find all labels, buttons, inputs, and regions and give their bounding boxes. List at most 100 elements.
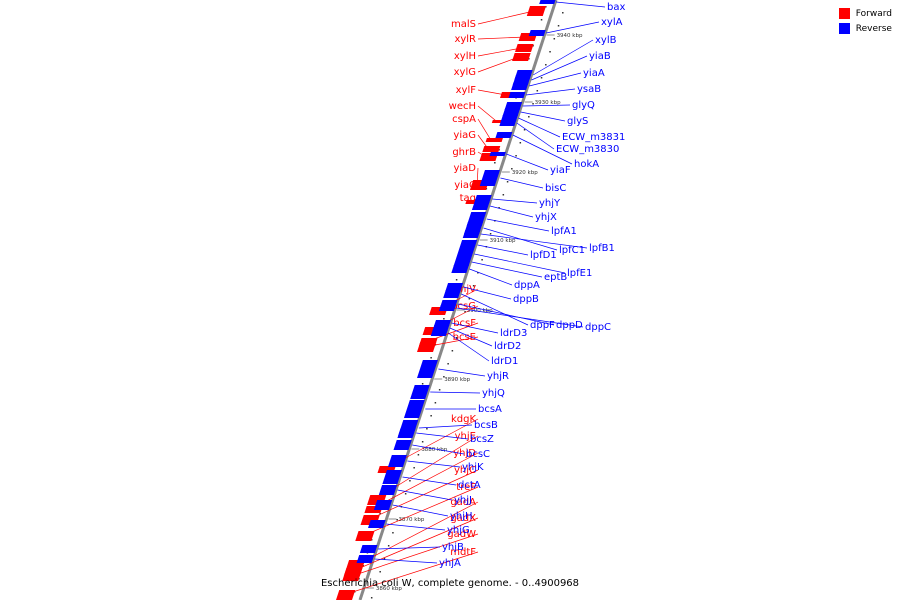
reverse-gene-label: yhjJ	[454, 495, 472, 506]
reverse-gene-arrow	[443, 290, 461, 298]
tick-label: 3910 kbp	[490, 238, 516, 244]
reverse-gene-label: yhjK	[462, 462, 484, 473]
forward-gene-label: yiaG	[453, 130, 476, 141]
reverse-gene-leader	[532, 39, 594, 76]
strand-dot	[523, 129, 526, 131]
reverse-gene-label: yhjY	[539, 198, 561, 209]
reverse-gene-arrow	[502, 108, 521, 116]
forward-gene-arrow	[515, 44, 534, 52]
strand-dot	[438, 389, 441, 391]
strand-dot	[494, 162, 496, 164]
forward-gene-label: mdtF	[450, 547, 476, 558]
reverse-gene-arrow	[368, 520, 386, 528]
legend-reverse: Reverse	[838, 23, 892, 34]
reverse-gene-arrow	[432, 325, 450, 331]
forward-gene-leader	[477, 151, 487, 158]
reverse-gene-leader	[402, 476, 457, 486]
reverse-gene-arrow	[393, 440, 412, 450]
forward-gene-arrow	[512, 53, 531, 61]
reverse-gene-label: yiaA	[583, 68, 605, 79]
strand-dot	[489, 233, 492, 235]
reverse-gene-label: bcsB	[474, 420, 498, 431]
forward-gene-label: tag	[460, 193, 476, 204]
strand-dot	[426, 428, 428, 430]
reverse-gene-arrow	[489, 152, 506, 156]
reverse-gene-label: bcsC	[466, 449, 490, 460]
forward-gene-label: xylR	[454, 34, 476, 45]
reverse-gene-label: lpfC1	[559, 245, 585, 256]
reverse-gene-label: bcsA	[478, 404, 502, 415]
reverse-gene-label: lpfB1	[589, 243, 615, 254]
reverse-gene-leader	[522, 104, 571, 107]
reverse-gene-label: dppA	[514, 280, 540, 291]
reverse-gene-leader	[386, 523, 446, 531]
strand-dot	[477, 272, 479, 274]
reverse-gene-leader	[456, 307, 584, 328]
forward-gene-label: yiaC	[454, 180, 476, 191]
strand-dot	[387, 545, 390, 547]
forward-gene-label: ghrB	[452, 147, 476, 158]
reverse-gene-leader	[430, 391, 481, 394]
forward-gene-label: yhjE	[455, 431, 476, 442]
strand-dot	[532, 103, 534, 105]
reverse-gene-label: lpfA1	[551, 226, 577, 237]
reverse-gene-arrow	[434, 320, 451, 326]
strand-dot	[409, 480, 411, 482]
strand-dot	[468, 298, 471, 300]
forward-gene-leader	[475, 184, 479, 188]
strand-dot	[536, 90, 539, 92]
reverse-gene-arrow	[373, 500, 393, 510]
reverse-gene-arrow	[410, 385, 430, 399]
forward-gene-arrow	[526, 6, 547, 16]
reverse-gene-arrow	[511, 82, 529, 90]
reverse-gene-leader	[412, 444, 465, 455]
reverse-gene-label: yhjH	[450, 511, 473, 522]
reverse-gene-arrow	[471, 202, 490, 210]
reverse-gene-label: yhjA	[439, 558, 461, 569]
strand-dot	[511, 168, 513, 170]
strand-dot	[421, 441, 424, 443]
forward-gene-leader	[477, 47, 522, 57]
reverse-gene-leader	[518, 117, 561, 138]
reverse-gene-leader	[449, 327, 493, 347]
reverse-gene-label: hokA	[574, 159, 599, 170]
strand-dot	[464, 311, 466, 313]
strand-dot	[498, 207, 500, 209]
forward-gene-arrow	[482, 146, 501, 152]
strand-dot	[430, 357, 432, 359]
forward-gene-label: xylH	[454, 51, 476, 62]
strand-dot	[421, 383, 424, 385]
forward-gene-leader	[343, 551, 479, 596]
strand-dot	[519, 142, 522, 144]
forward-gene-leader	[350, 517, 479, 573]
strand-dot	[557, 25, 560, 27]
legend-reverse-label: Reverse	[855, 23, 892, 34]
legend-forward: Forward	[838, 8, 892, 19]
strand-dot	[506, 181, 509, 183]
reverse-gene-label: yhjB	[442, 542, 464, 553]
strand-dot	[455, 337, 458, 339]
reverse-gene-leader	[377, 546, 441, 550]
reverse-gene-arrow	[456, 250, 474, 258]
forward-gene-label: cspA	[452, 114, 476, 125]
strand-dot	[434, 402, 437, 404]
reverse-gene-leader	[463, 286, 512, 300]
forward-gene-label: treF	[456, 482, 476, 493]
strand-dot	[413, 467, 415, 469]
forward-gene-leader	[348, 533, 479, 578]
reverse-gene-arrow	[359, 545, 378, 553]
reverse-gene-leader	[506, 153, 549, 171]
reverse-gene-leader	[438, 368, 486, 377]
strand-dot	[447, 363, 449, 365]
reverse-gene-leader	[457, 303, 555, 326]
reverse-gene-leader	[416, 432, 469, 440]
backbone-line	[358, 0, 558, 600]
reverse-gene-label: ysaB	[577, 84, 601, 95]
reverse-gene-arrow	[378, 485, 398, 495]
reverse-gene-label: glyQ	[572, 100, 595, 111]
forward-gene-leader	[476, 167, 479, 184]
reverse-gene-label: glyS	[567, 116, 588, 127]
reverse-gene-arrow	[528, 30, 546, 36]
tick-label: 3860 kbp	[376, 586, 402, 592]
